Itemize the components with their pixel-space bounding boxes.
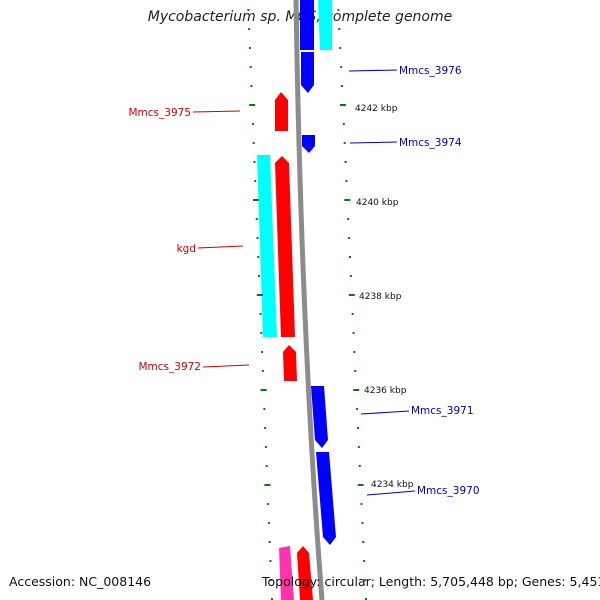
cds-mmcs-3975 [275, 92, 288, 131]
feature-pink-bottom [279, 546, 294, 600]
tick-track-inner [247, 9, 273, 600]
cds-mmcs-3972 [283, 345, 297, 381]
kbp-label-4238: 4238 kbp [359, 292, 402, 302]
leader-mmcs-3975 [192, 110, 241, 113]
cds-mmcs-3976 [301, 52, 314, 93]
gene-label-mmcs-3970[interactable]: Mmcs_3970 [417, 485, 480, 497]
leader-mmcs-3976 [348, 69, 398, 72]
tick-track-outer [337, 9, 367, 600]
gene-label-mmcs-3976[interactable]: Mmcs_3976 [399, 65, 462, 77]
kbp-label-4242: 4242 kbp [355, 104, 398, 114]
gene-label-mmcs-3975[interactable]: Mmcs_3975 [128, 107, 191, 119]
gene-label-kgd[interactable]: kgd [177, 243, 196, 255]
topology-text: Topology: circular; Length: 5,705,448 bp… [262, 574, 600, 589]
leader-mmcs-3974 [349, 141, 398, 144]
kbp-label-4234: 4234 kbp [371, 480, 414, 490]
accession-text: Accession: NC_008146 [9, 574, 152, 589]
leader-mmcs-3972 [202, 364, 250, 368]
cds-kgd [275, 156, 295, 337]
feature-cyan-kgd [257, 155, 277, 337]
map-title: Mycobacterium sp. MCS, complete genome [147, 9, 453, 25]
gene-label-mmcs-3971[interactable]: Mmcs_3971 [411, 405, 474, 417]
genome-backbone [293, 0, 325, 600]
gene-label-mmcs-3972[interactable]: Mmcs_3972 [138, 361, 201, 373]
cds-forward-bottom [297, 546, 313, 600]
cds-mmcs-3971 [311, 386, 328, 448]
leader-mmcs-3970 [366, 490, 416, 496]
cds-reverse-top [300, 0, 314, 50]
kbp-label-4240: 4240 kbp [356, 198, 399, 208]
cds-mmcs-3974 [302, 135, 315, 153]
feature-cyan-top [318, 0, 332, 50]
kbp-label-4236: 4236 kbp [364, 386, 407, 396]
leader-kgd [197, 245, 244, 249]
leader-mmcs-3971 [360, 410, 410, 415]
cds-mmcs-3970 [316, 452, 336, 545]
gene-label-mmcs-3974[interactable]: Mmcs_3974 [399, 137, 462, 149]
